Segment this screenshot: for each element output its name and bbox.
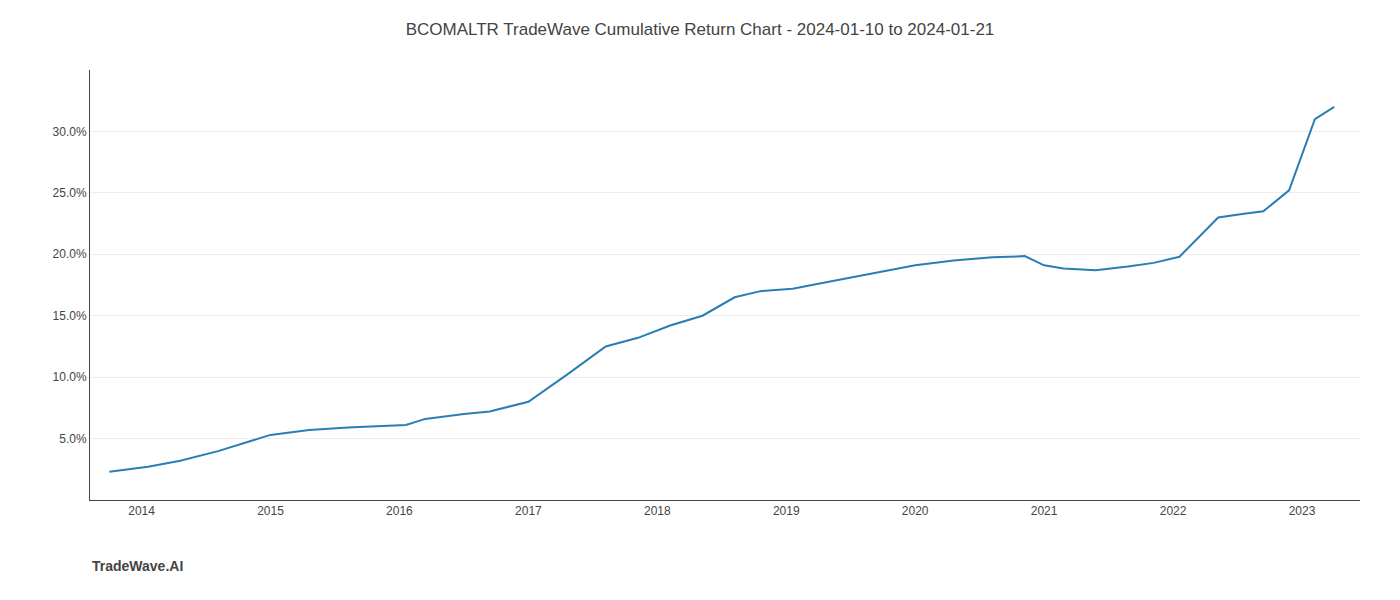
svg-text:30.0%: 30.0% (53, 125, 87, 139)
svg-text:2015: 2015 (257, 504, 284, 518)
svg-text:15.0%: 15.0% (53, 309, 87, 323)
svg-text:2023: 2023 (1289, 504, 1316, 518)
svg-text:2022: 2022 (1160, 504, 1187, 518)
svg-text:2016: 2016 (386, 504, 413, 518)
svg-text:2014: 2014 (128, 504, 155, 518)
svg-text:5.0%: 5.0% (59, 432, 87, 446)
svg-text:20.0%: 20.0% (53, 247, 87, 261)
svg-text:25.0%: 25.0% (53, 186, 87, 200)
svg-text:2017: 2017 (515, 504, 542, 518)
svg-text:2020: 2020 (902, 504, 929, 518)
svg-text:2018: 2018 (644, 504, 671, 518)
svg-text:2021: 2021 (1031, 504, 1058, 518)
svg-text:TradeWave.AI: TradeWave.AI (92, 558, 183, 574)
svg-text:BCOMALTR TradeWave Cumulative: BCOMALTR TradeWave Cumulative Return Cha… (406, 20, 995, 39)
svg-text:2019: 2019 (773, 504, 800, 518)
svg-text:10.0%: 10.0% (53, 370, 87, 384)
